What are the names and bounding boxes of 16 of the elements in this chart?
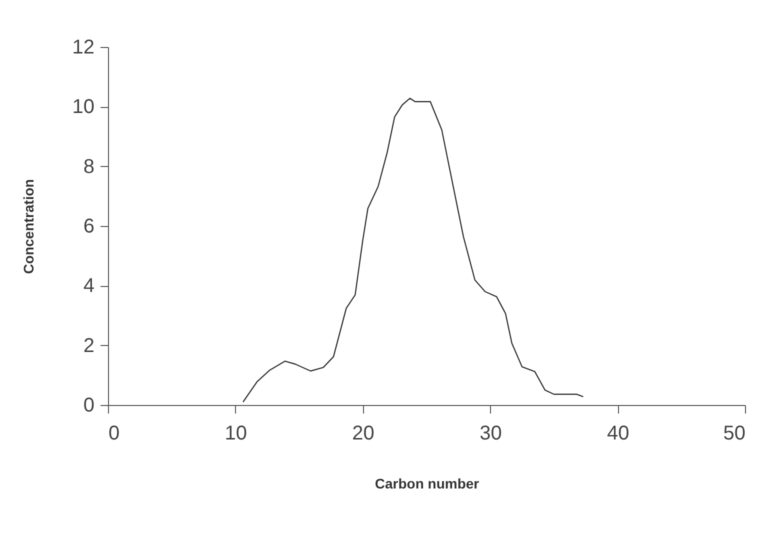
x-tick-label: 50 <box>723 422 746 444</box>
y-tick-label: 6 <box>83 216 94 238</box>
x-tick-label: 30 <box>480 422 502 444</box>
x-tick-label: 20 <box>352 422 374 444</box>
x-tick-label: 40 <box>606 422 630 444</box>
x-tick-label: 10 <box>224 422 248 444</box>
y-tick-label: 2 <box>83 334 94 357</box>
y-tick-label: 8 <box>83 156 94 178</box>
line-series <box>242 98 584 403</box>
x-tick-label: 0 <box>108 422 120 444</box>
y-axis-title: Concentration <box>20 179 36 274</box>
y-tick-label: 10 <box>72 96 94 118</box>
y-tick-label: 4 <box>83 275 94 298</box>
x-axis-title: Carbon number <box>374 476 480 492</box>
y-tick-label: 12 <box>72 36 94 58</box>
y-tick-label: 0 <box>83 394 94 416</box>
